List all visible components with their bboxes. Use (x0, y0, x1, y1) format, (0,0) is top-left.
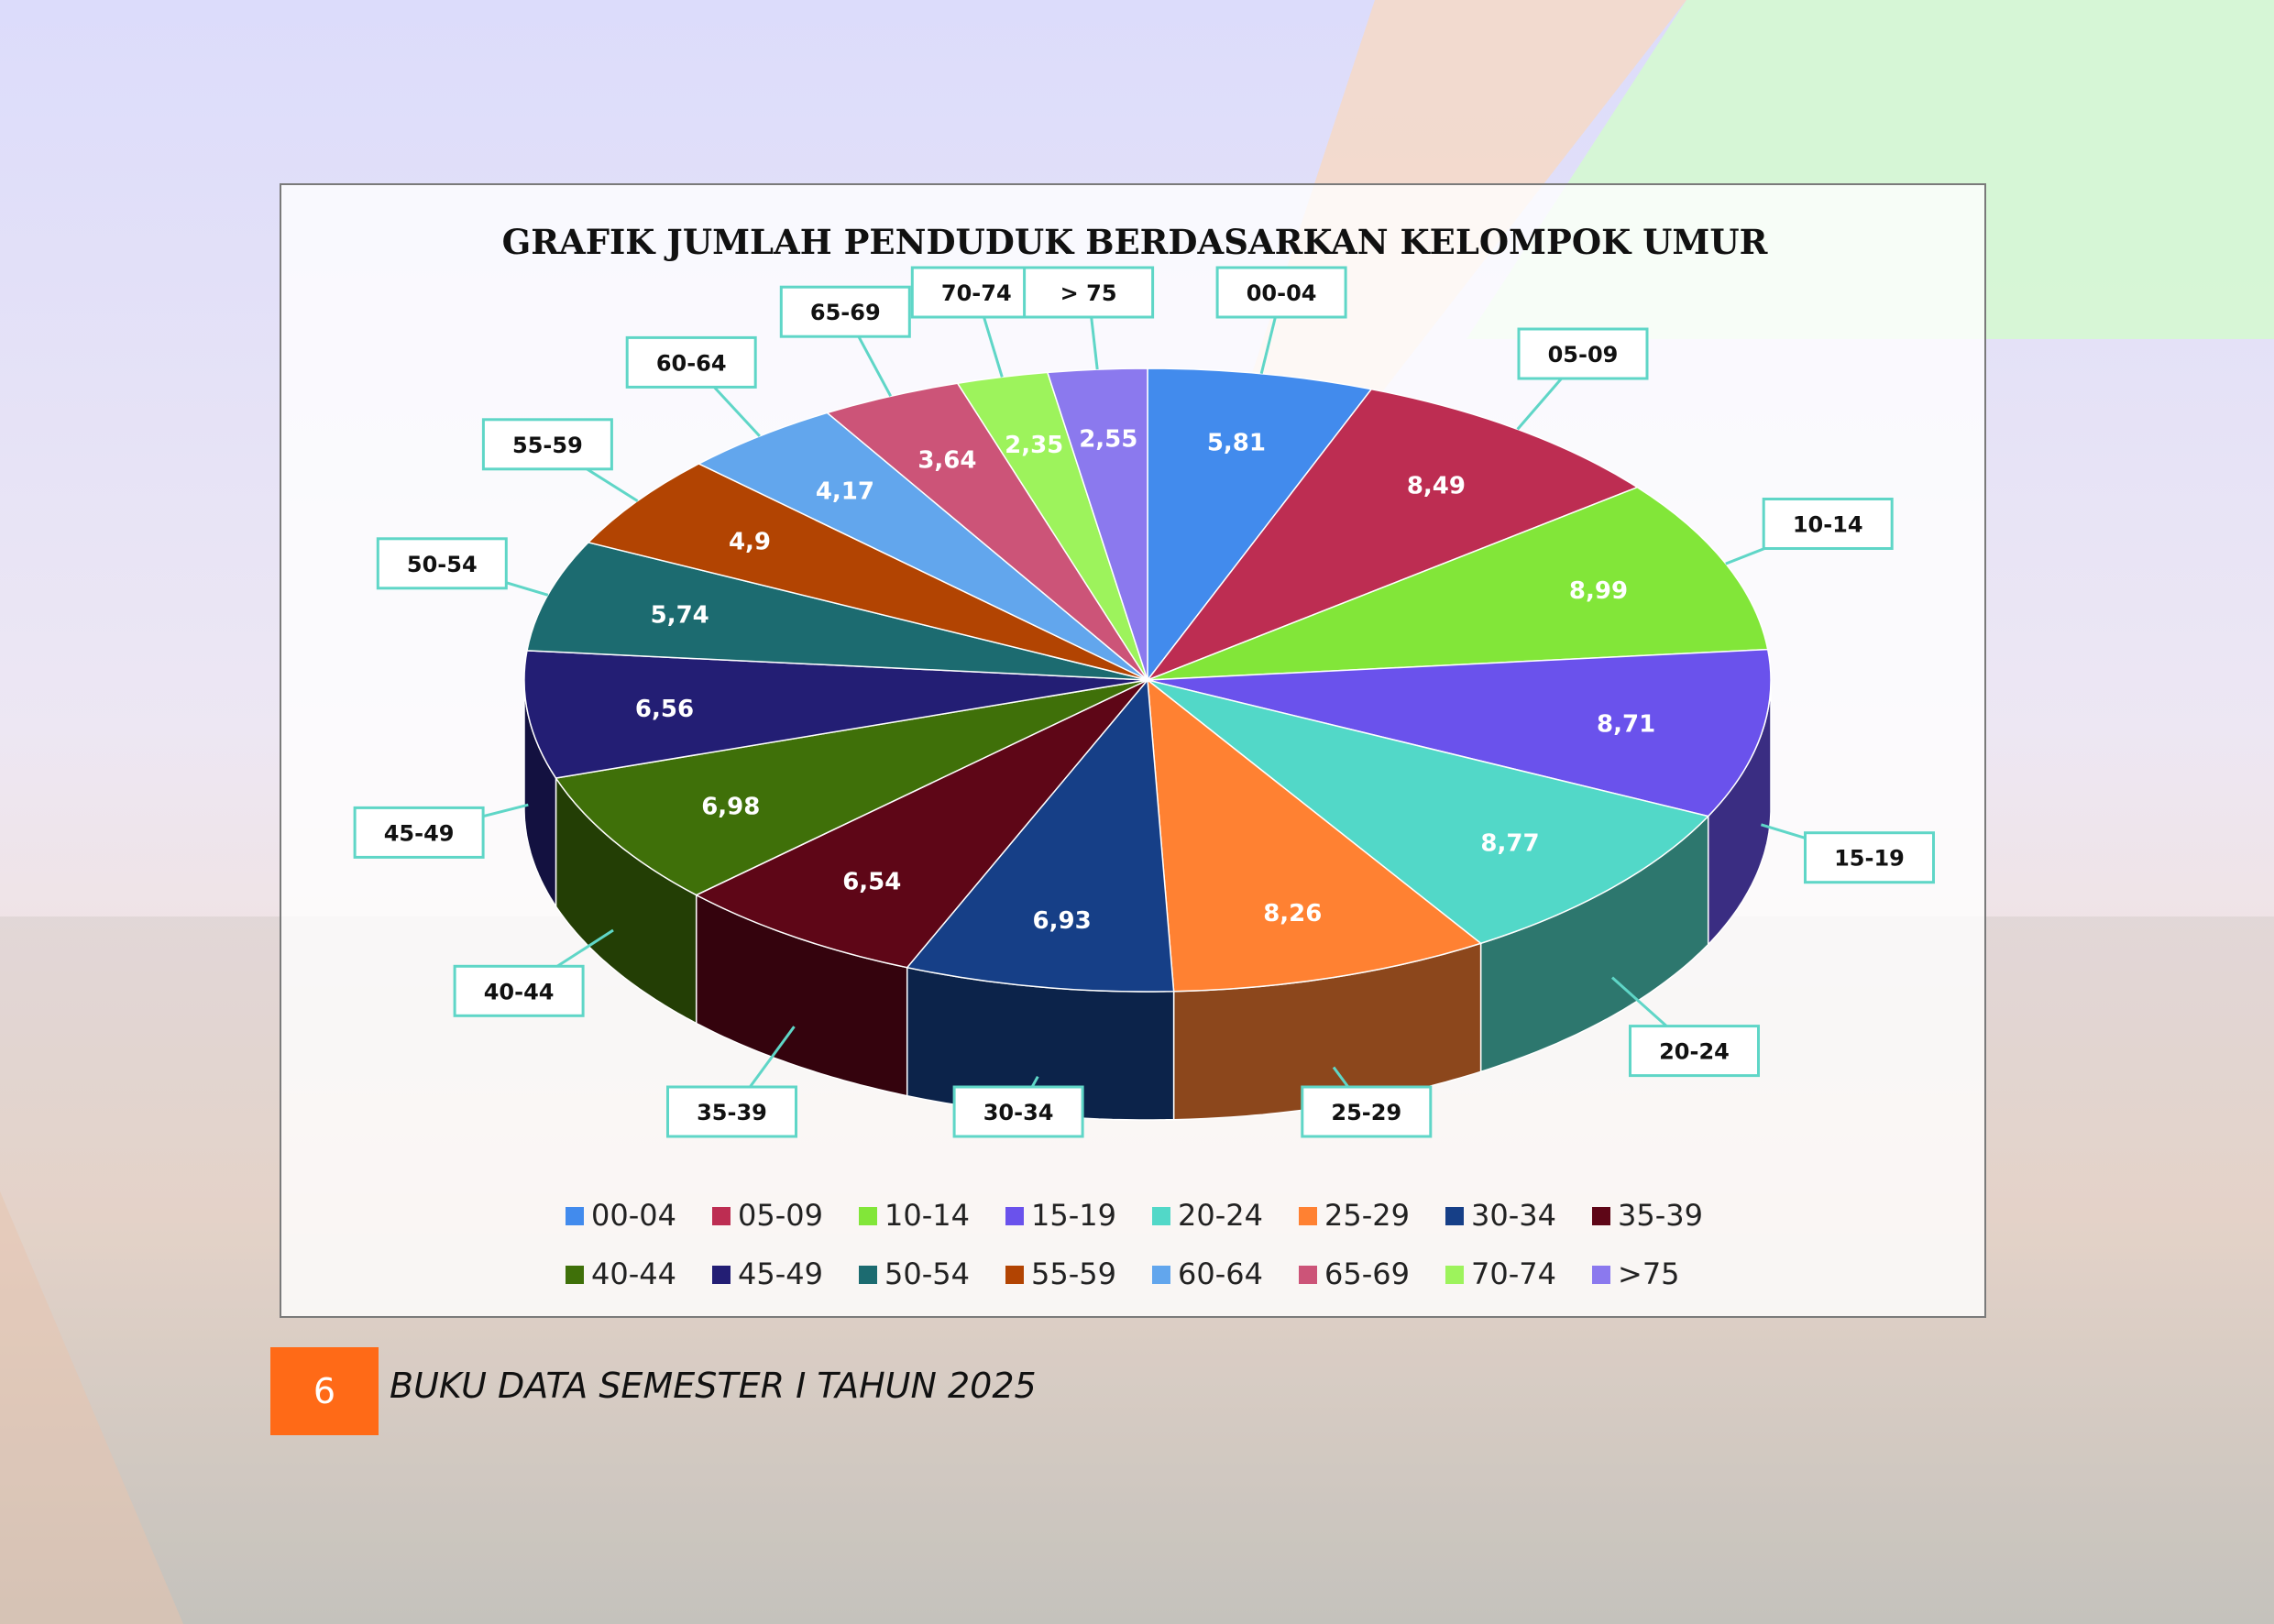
callout-label-50-54: 50-54 (407, 552, 478, 577)
legend-swatch-15-19 (1005, 1207, 1024, 1225)
legend-swatch-60-64 (1152, 1266, 1170, 1284)
callout-box-10-14 (1762, 498, 1894, 550)
value-label-15-19: 8,71 (1597, 711, 1655, 739)
callout-box-20-24 (1629, 1025, 1760, 1078)
callout-label-10-14: 10-14 (1793, 512, 1863, 538)
value-label-05-09: 8,49 (1407, 473, 1466, 500)
callout-label-05-09: 05-09 (1548, 342, 1619, 368)
callout-label-65-69: 65-69 (810, 300, 881, 325)
callout-label-40-44: 40-44 (484, 979, 555, 1004)
value-label-50-54: 5,74 (651, 602, 709, 630)
chart-title: GRAFIK JUMLAH PENDUDUK BERDASARKAN KELOM… (502, 222, 1768, 262)
callout-box-65-69 (779, 285, 911, 338)
legend-label-40-44: 40-44 (591, 1256, 676, 1291)
value-label-10-14: 8,99 (1569, 577, 1628, 605)
legend-label-15-19: 15-19 (1031, 1198, 1116, 1233)
callout-label-20-24: 20-24 (1659, 1039, 1730, 1065)
pie-slice-20-24 (1147, 679, 1710, 945)
pie-slice-45-49 (523, 650, 1148, 779)
callout-box-15-19 (1804, 831, 1935, 884)
legend-swatch-20-24 (1152, 1207, 1170, 1225)
callout-label-60-64: 60-64 (656, 350, 727, 376)
callout-label-45-49: 45-49 (384, 820, 455, 846)
legend-label-60-64: 60-64 (1178, 1256, 1263, 1291)
value-label-40-44: 6,98 (701, 794, 760, 821)
callout-box-35-39 (666, 1085, 797, 1138)
value-label-> 75: 2,55 (1079, 426, 1137, 454)
legend-swatch-05-09 (712, 1207, 731, 1225)
callout-box-50-54 (376, 537, 508, 590)
pie-slice-40-44 (555, 679, 1148, 896)
callout-box-40-44 (453, 964, 585, 1017)
callout-box-00-04 (1215, 266, 1347, 319)
pie-slice-15-19 (1147, 648, 1772, 817)
pie-slice-35-39 (695, 679, 1148, 969)
legend-swatch-70-74 (1445, 1266, 1464, 1284)
callout-box-> 75 (1023, 266, 1155, 319)
pie-slice-30-34 (906, 678, 1175, 993)
callout-label-> 75: > 75 (1060, 280, 1117, 306)
callout-box-60-64 (625, 335, 757, 389)
chart-frame: GRAFIK JUMLAH PENDUDUK BERDASARKAN KELOM… (280, 183, 1986, 1318)
pie-slice-25-29 (1147, 678, 1483, 993)
legend-swatch-65-69 (1299, 1266, 1317, 1284)
callout-label-00-04: 00-04 (1247, 280, 1317, 306)
value-label-00-04: 5,81 (1207, 429, 1266, 456)
value-label-70-74: 2,35 (1005, 432, 1063, 459)
legend-swatch-50-54 (859, 1266, 877, 1284)
legend-swatch-25-29 (1299, 1207, 1317, 1225)
pie-slice-00-04 (1147, 368, 1373, 683)
value-label-60-64: 4,17 (816, 477, 874, 505)
legend-label-55-59: 55-59 (1031, 1256, 1116, 1291)
callout-box-30-34 (952, 1085, 1084, 1138)
legend-swatch-30-34 (1445, 1207, 1464, 1225)
callout-label-70-74: 70-74 (941, 280, 1012, 306)
value-label-55-59: 4,9 (729, 529, 771, 556)
callout-box-70-74 (910, 266, 1042, 319)
legend-label-00-04: 00-04 (591, 1198, 676, 1233)
legend-swatch->75 (1592, 1266, 1610, 1284)
legend-swatch-35-39 (1592, 1207, 1610, 1225)
value-label-20-24: 8,77 (1480, 830, 1539, 858)
callout-box-45-49 (353, 806, 485, 859)
value-label-45-49: 6,56 (635, 696, 694, 723)
legend-label-10-14: 10-14 (884, 1198, 970, 1233)
pie-slice-60-64 (697, 411, 1148, 681)
callout-label-15-19: 15-19 (1834, 846, 1905, 872)
callout-label-30-34: 30-34 (983, 1100, 1054, 1125)
value-label-65-69: 3,64 (917, 446, 976, 474)
legend-label-65-69: 65-69 (1324, 1256, 1410, 1291)
legend-label->75: >75 (1618, 1256, 1680, 1291)
pie-chart: GRAFIK JUMLAH PENDUDUK BERDASARKAN KELOM… (353, 222, 1935, 1291)
value-label-35-39: 6,54 (842, 869, 901, 896)
legend-label-50-54: 50-54 (884, 1256, 970, 1291)
callout-label-25-29: 25-29 (1331, 1100, 1401, 1125)
legend-label-35-39: 35-39 (1618, 1198, 1703, 1233)
legend-swatch-40-44 (566, 1266, 584, 1284)
legend-swatch-55-59 (1005, 1266, 1024, 1284)
callout-label-55-59: 55-59 (512, 433, 583, 458)
legend-label-05-09: 05-09 (738, 1198, 823, 1233)
footer-text: BUKU DATA SEMESTER I TAHUN 2025 (390, 1366, 1037, 1406)
callout-box-55-59 (481, 418, 613, 471)
pie-slice-> 75 (1046, 368, 1148, 681)
value-label-25-29: 8,26 (1263, 900, 1322, 927)
legend-swatch-45-49 (712, 1266, 731, 1284)
legend-label-20-24: 20-24 (1178, 1198, 1263, 1233)
pie-slice-05-09 (1145, 388, 1640, 682)
callout-box-25-29 (1301, 1085, 1433, 1138)
legend-label-30-34: 30-34 (1471, 1198, 1556, 1233)
legend-label-70-74: 70-74 (1471, 1256, 1556, 1291)
legend-label-45-49: 45-49 (738, 1256, 823, 1291)
legend-swatch-10-14 (859, 1207, 877, 1225)
callout-box-05-09 (1517, 327, 1649, 380)
value-label-30-34: 6,93 (1033, 907, 1092, 935)
legend-label-25-29: 25-29 (1324, 1198, 1410, 1233)
callout-label-35-39: 35-39 (697, 1100, 767, 1125)
page-number: 6 (270, 1347, 379, 1435)
legend-swatch-00-04 (566, 1207, 584, 1225)
